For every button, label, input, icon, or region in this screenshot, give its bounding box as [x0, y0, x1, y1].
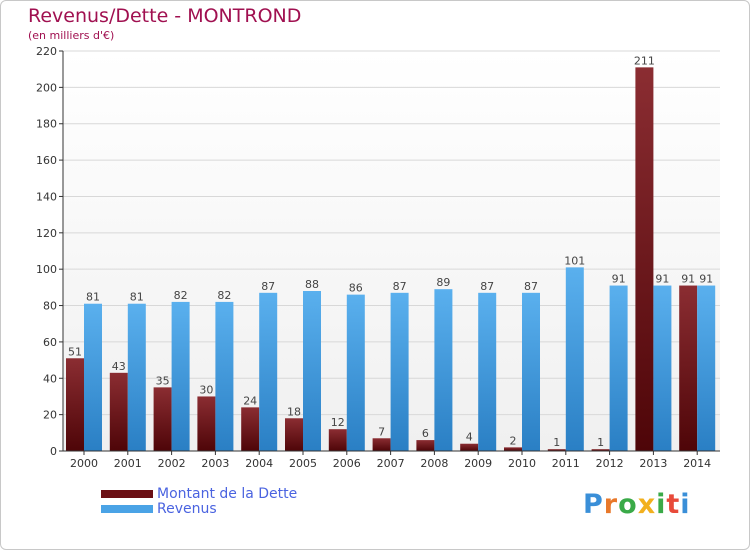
legend-swatch-dette	[101, 490, 153, 498]
bar-revenus	[434, 289, 453, 451]
value-label-dette: 2	[510, 434, 517, 447]
value-label-revenus: 82	[174, 289, 188, 302]
bar-dette	[197, 396, 216, 451]
y-tick-label: 220	[36, 45, 57, 58]
value-label-revenus: 87	[480, 280, 494, 293]
bar-revenus	[303, 291, 321, 451]
bar-dette	[416, 440, 435, 451]
value-label-dette: 91	[681, 273, 695, 286]
bar-dette	[547, 449, 566, 451]
proxiti-logo: Proxiti	[583, 489, 691, 520]
y-tick-label: 60	[43, 336, 57, 349]
value-label-dette: 51	[68, 345, 82, 358]
value-label-dette: 12	[331, 416, 345, 429]
bar-dette	[153, 387, 172, 451]
value-label-revenus: 87	[261, 280, 275, 293]
value-label-revenus: 91	[612, 273, 626, 286]
axes: 0 20 40 60 80 100 120 140 160 180 200 220 2000 2001 20…	[36, 45, 720, 470]
y-tick-label: 100	[36, 263, 57, 276]
bar-dette	[66, 358, 84, 451]
y-tick-label: 180	[36, 118, 57, 131]
value-label-dette: 43	[112, 360, 126, 373]
y-tick-label: 40	[43, 372, 57, 385]
value-label-revenus: 88	[305, 278, 319, 291]
value-label-revenus: 82	[217, 289, 231, 302]
bar-dette	[328, 429, 347, 451]
bar-dette	[109, 372, 128, 451]
bar-revenus	[522, 292, 540, 451]
value-label-revenus: 89	[436, 276, 450, 289]
bar-dette	[679, 285, 698, 451]
x-tick-label: 2007	[377, 457, 405, 470]
bar-revenus	[84, 303, 102, 451]
bar-revenus	[215, 301, 234, 451]
x-tick-label: 2008	[420, 457, 448, 470]
y-tick-label: 20	[43, 409, 57, 422]
bar-revenus	[565, 267, 584, 451]
value-label-dette: 30	[199, 383, 213, 396]
data-labels: 51 81 43 81 35 82 30 82 24 87 18 88 12 86 7 87 6 89 4 87 2 87…	[68, 54, 713, 449]
bar-dette	[504, 447, 522, 451]
value-label-revenus: 87	[524, 280, 538, 293]
bar-revenus	[346, 294, 365, 451]
x-tick-label: 2002	[158, 457, 186, 470]
bar-revenus	[127, 303, 146, 451]
x-tick-label: 2014	[683, 457, 711, 470]
y-tick-label: 120	[36, 227, 57, 240]
x-tick-label: 2003	[201, 457, 229, 470]
value-label-dette: 1	[553, 436, 560, 449]
bar-revenus	[697, 285, 716, 451]
value-label-revenus: 91	[655, 273, 669, 286]
value-label-revenus: 101	[564, 254, 585, 267]
legend-label-revenus: Revenus	[157, 501, 217, 517]
chart-title: Revenus/Dette - MONTROND	[28, 5, 302, 27]
value-label-revenus: 86	[349, 282, 363, 295]
y-tick-label: 80	[43, 300, 57, 313]
x-tick-label: 2006	[333, 457, 361, 470]
x-tick-label: 2001	[114, 457, 142, 470]
bar-dette	[591, 449, 610, 451]
bar-dette	[372, 438, 391, 451]
bar-revenus	[390, 292, 409, 451]
bar-revenus	[653, 285, 672, 451]
x-tick-label: 2000	[70, 457, 98, 470]
y-tick-label: 200	[36, 81, 57, 94]
x-tick-label: 2013	[639, 457, 667, 470]
bars	[66, 67, 716, 451]
value-label-dette: 211	[634, 54, 655, 67]
value-label-revenus: 87	[393, 280, 407, 293]
x-tick-label: 2005	[289, 457, 317, 470]
value-label-dette: 24	[243, 394, 257, 407]
x-tick-label: 2010	[508, 457, 536, 470]
bar-dette	[285, 418, 303, 451]
y-tick-label: 0	[50, 445, 57, 458]
legend-label-dette: Montant de la Dette	[157, 486, 298, 502]
bar-revenus	[259, 292, 278, 451]
bar-revenus	[478, 292, 497, 451]
value-label-dette: 7	[378, 425, 385, 438]
x-tick-label: 2009	[464, 457, 492, 470]
chart-subtitle: (en milliers d'€)	[28, 29, 115, 42]
y-tick-label: 140	[36, 190, 57, 203]
bar-dette	[635, 67, 654, 451]
legend-swatch-revenus	[101, 505, 153, 513]
value-label-dette: 35	[156, 374, 170, 387]
value-label-revenus: 91	[699, 273, 713, 286]
x-tick-label: 2012	[596, 457, 624, 470]
value-label-dette: 1	[597, 436, 604, 449]
bar-revenus	[171, 301, 190, 451]
bar-dette	[241, 407, 260, 451]
bar-revenus	[609, 285, 628, 451]
x-tick-label: 2011	[552, 457, 580, 470]
value-label-dette: 6	[422, 427, 429, 440]
y-tick-label: 160	[36, 154, 57, 167]
value-label-revenus: 81	[130, 291, 144, 304]
value-label-dette: 4	[466, 431, 473, 444]
bar-dette	[460, 443, 479, 451]
value-label-dette: 18	[287, 405, 301, 418]
x-tick-label: 2004	[245, 457, 273, 470]
value-label-revenus: 81	[86, 291, 100, 304]
